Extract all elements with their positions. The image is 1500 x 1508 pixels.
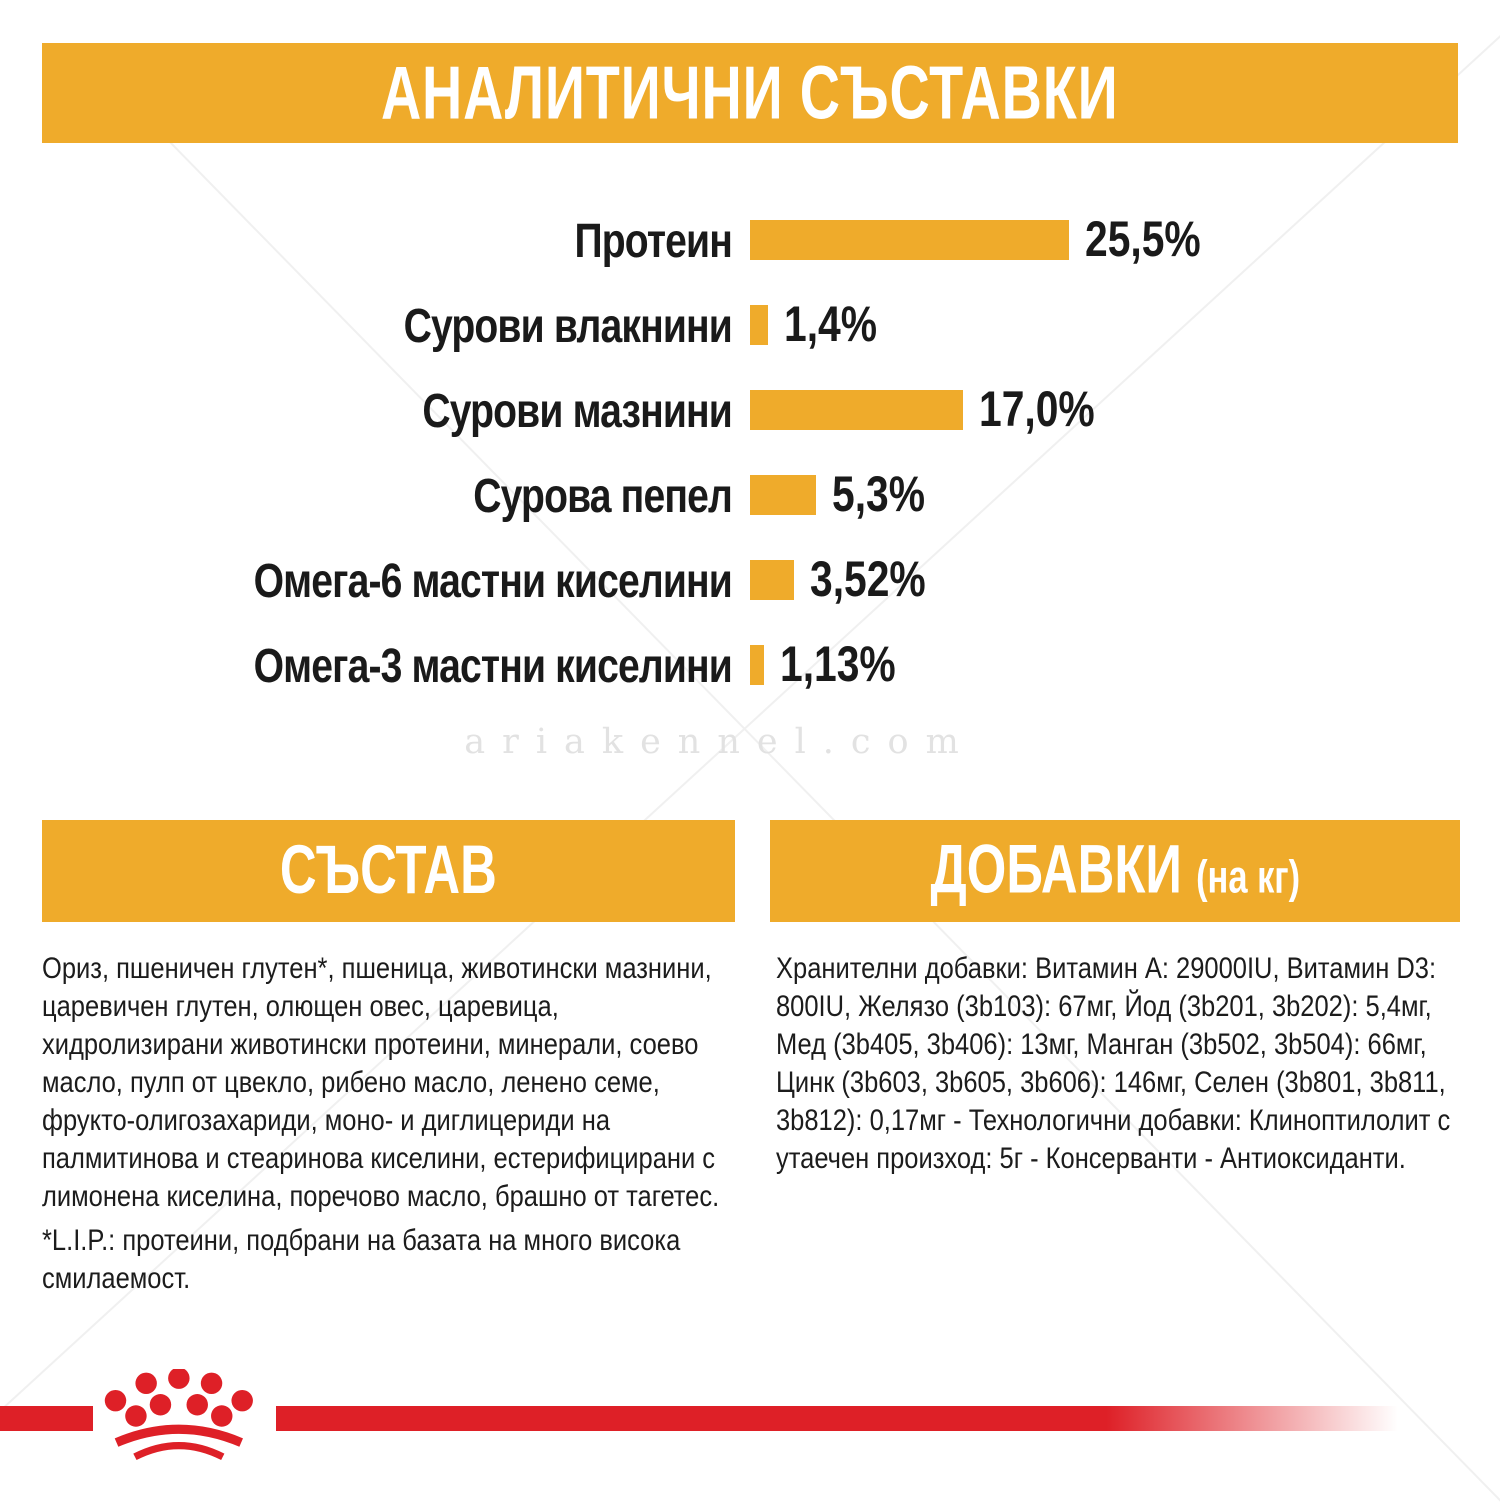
footer-red-line-left xyxy=(0,1406,93,1431)
page-title: АНАЛИТИЧНИ СЪСТАВКИ xyxy=(381,51,1119,135)
additives-body-text: Хранителни добавки: Витамин A: 29000IU, … xyxy=(776,952,1451,1175)
additives-title-suffix: (на кг) xyxy=(1195,850,1300,903)
composition-footnote: *L.I.P.: протеини, подбрани на базата на… xyxy=(42,1224,681,1295)
chart-row: Сурови влакнини 1,4% xyxy=(40,282,1470,367)
site-watermark: ariakennel.com xyxy=(464,722,976,762)
additives-title: ДОБАВКИ xyxy=(930,832,1182,909)
chart-row: Сурови мазнини 17,0% xyxy=(40,367,1470,452)
chart-value-label: 1,13% xyxy=(780,636,896,693)
chart-value-label: 25,5% xyxy=(1084,211,1201,268)
chart-category-label: Сурови мазнини xyxy=(422,382,733,437)
composition-body-text: Ориз, пшеничен глутен*, пшеница, животин… xyxy=(42,952,720,1213)
chart-row: Сурова пепел 5,3% xyxy=(40,452,1470,537)
chart-category-label: Омега-6 мастни киселини xyxy=(253,552,733,607)
additives-title-group: ДОБАВКИ (на кг) xyxy=(930,815,1300,934)
chart-bar xyxy=(750,559,794,600)
chart-value-label: 3,52% xyxy=(810,551,926,608)
chart-category-label: Омега-3 мастни киселини xyxy=(253,637,733,692)
chart-bar xyxy=(750,219,1069,260)
chart-row: Омега-6 мастни киселини 3,52% xyxy=(40,537,1470,622)
analytical-constituents-chart: Протеин 25,5% Сурови влакнини 1,4% Сурови ма… xyxy=(40,197,1470,707)
chart-bar xyxy=(750,389,963,430)
footer-red-line-right xyxy=(276,1406,1398,1431)
royal-canin-crown-icon xyxy=(104,1369,253,1461)
chart-bar xyxy=(750,304,768,345)
chart-bar xyxy=(750,474,817,515)
additives-header: ДОБАВКИ (на кг) xyxy=(770,820,1460,922)
chart-bar xyxy=(750,644,765,685)
chart-value-label: 1,4% xyxy=(783,296,877,353)
chart-row: Омега-3 мастни киселини 1,13% xyxy=(40,622,1470,707)
chart-row: Протеин 25,5% xyxy=(40,197,1470,282)
analytical-constituents-header: АНАЛИТИЧНИ СЪСТАВКИ xyxy=(42,43,1458,143)
chart-category-label: Протеин xyxy=(574,212,732,267)
composition-title: СЪСТАВ xyxy=(280,832,497,909)
chart-category-label: Сурова пепел xyxy=(473,467,733,522)
composition-header: СЪСТАВ xyxy=(42,820,735,922)
chart-value-label: 5,3% xyxy=(832,466,926,523)
chart-value-label: 17,0% xyxy=(978,381,1095,438)
chart-category-label: Сурови влакнини xyxy=(403,297,733,352)
